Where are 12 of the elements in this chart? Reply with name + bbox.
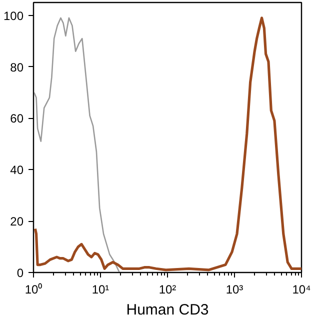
x-tick-label: 10²: [158, 282, 176, 296]
y-tick-label: 80: [10, 60, 24, 74]
y-tick-label: 100: [3, 8, 24, 23]
x-tick-label: 10³: [226, 282, 244, 296]
y-tick-label: 20: [10, 214, 24, 229]
y-tick-label: 40: [10, 163, 24, 178]
y-tick-label: 0: [16, 266, 24, 280]
x-tick-label: 10⁴: [292, 282, 311, 296]
x-tick-label: 10¹: [92, 282, 110, 296]
x-tick-label: 10⁰: [24, 282, 42, 296]
x-axis-title: Human CD3: [126, 302, 209, 318]
y-tick-label: 60: [10, 112, 24, 126]
